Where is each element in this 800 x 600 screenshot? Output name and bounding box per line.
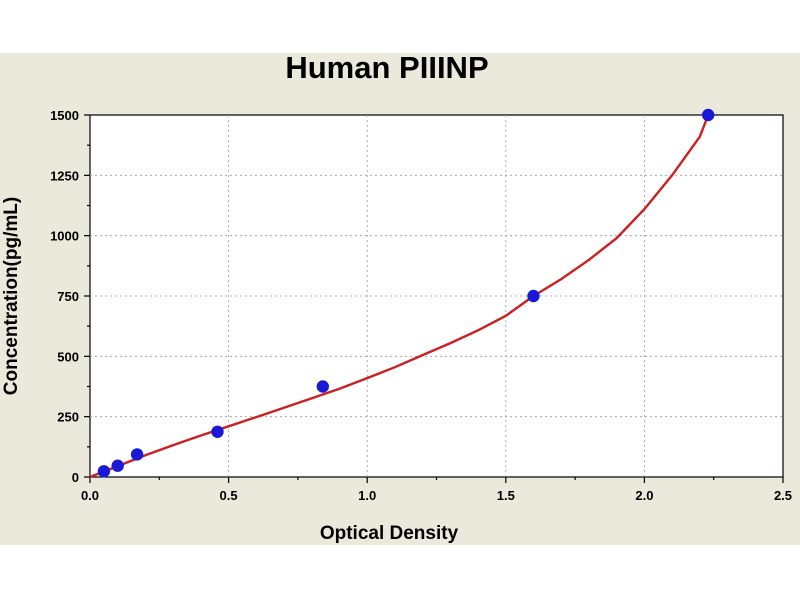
y-axis-tick-labels: 0 250 500 750 1000 1250 1500 [50, 108, 79, 485]
x-tick-label: 2.0 [635, 488, 653, 503]
x-tick-label: 1.0 [358, 488, 376, 503]
y-tick-label: 250 [57, 410, 79, 425]
data-point [527, 289, 540, 303]
y-tick-label: 1500 [50, 108, 79, 123]
data-point [130, 448, 144, 461]
x-axis-tick-labels: 0.0 0.5 1.0 1.5 2.0 2.5 [81, 488, 792, 503]
y-tick-label: 750 [57, 289, 79, 304]
data-point [111, 459, 124, 472]
fit-curve [89, 114, 710, 479]
x-axis-title: Optical Density [320, 523, 459, 544]
axis-ticks [84, 114, 784, 483]
data-point [316, 380, 329, 393]
x-tick-label: 0.5 [220, 488, 238, 503]
y-tick-label: 0 [72, 470, 79, 485]
x-tick-label: 1.5 [497, 488, 515, 503]
y-tick-label: 1250 [50, 168, 79, 183]
x-tick-label: 0.0 [81, 488, 99, 503]
data-point [702, 108, 715, 122]
data-point [97, 465, 111, 478]
chart-title: Human PIIINP [285, 50, 488, 85]
y-axis-title: Concentration(pg/mL) [1, 197, 22, 395]
y-tick-label: 1000 [50, 229, 79, 244]
data-point [211, 425, 224, 438]
y-tick-label: 500 [57, 349, 79, 364]
grid-lines [90, 115, 783, 477]
data-points [97, 108, 715, 478]
x-tick-label: 2.5 [774, 488, 792, 503]
